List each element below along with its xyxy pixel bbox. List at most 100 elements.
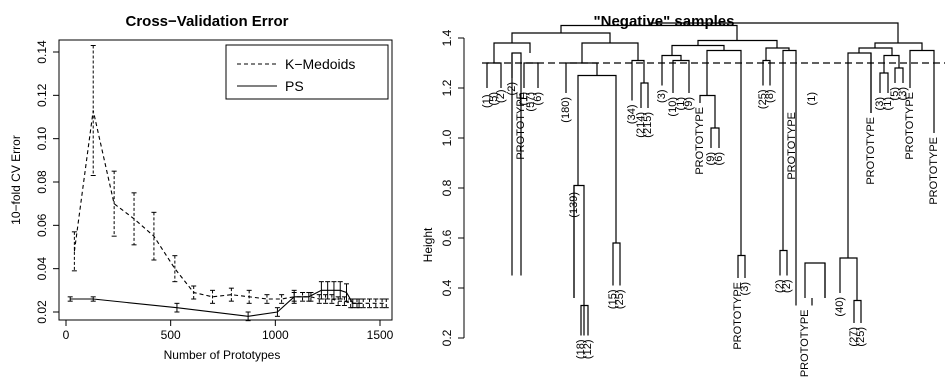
series-kmedoids-errorbar bbox=[151, 211, 157, 261]
dendrogram-merge bbox=[894, 67, 904, 83]
cv-y-axis-label: 10−fold CV Error bbox=[9, 135, 23, 225]
cv-y-axis: 0.02 0.04 0.06 0.08 0.10 0.12 0.14 bbox=[35, 40, 59, 324]
cv-x-tick-label: 0 bbox=[63, 328, 70, 342]
series-ps-errorbar bbox=[67, 296, 73, 302]
dendrogram-leaf-label: (3) bbox=[874, 97, 886, 110]
dendrogram-leaf-label: (180) bbox=[560, 97, 572, 123]
dendrogram-leaf-label: (9) bbox=[705, 152, 717, 165]
dendrogram-merge bbox=[883, 54, 900, 73]
dendrogram-leaf-labels: (1)(5)(2)(2)PROTOTYPE(1)(57)(6) (180)(139… bbox=[481, 82, 940, 377]
cv-y-tick-label: 0.04 bbox=[35, 257, 49, 281]
dendrogram-leaf-label: (5) bbox=[889, 87, 901, 100]
dendrogram-leaf-label: (10) bbox=[667, 97, 679, 117]
dendrogram-merge bbox=[581, 42, 639, 63]
dendrogram-leaf-label: PROTOTYPE bbox=[694, 107, 706, 175]
dendrogram-merge bbox=[511, 32, 611, 43]
cv-series bbox=[67, 45, 389, 322]
dendrogram-leaf-label: (3) bbox=[739, 282, 751, 295]
dendrogram-leaf-label: (6) bbox=[713, 152, 725, 165]
dendrogram-y-tick-label: 0.2 bbox=[440, 329, 454, 346]
series-kmedoids-errorbar bbox=[373, 298, 379, 309]
dendrogram-merge bbox=[879, 72, 889, 93]
dendrogram-leaf-label: (25) bbox=[855, 327, 867, 347]
series-ps-errorbar bbox=[331, 281, 337, 300]
dendrogram-merge bbox=[486, 62, 502, 88]
dendrogram-leaf-label: (215) bbox=[642, 112, 654, 138]
series-ps-errorbar bbox=[325, 281, 331, 300]
dendrogram-leaf-label: (139) bbox=[568, 192, 580, 218]
series-ps-errorbar bbox=[356, 298, 362, 309]
cv-y-tick-label: 0.02 bbox=[35, 300, 49, 324]
dendrogram-merge bbox=[737, 254, 746, 278]
dendrogram-merge bbox=[672, 59, 690, 93]
series-kmedoids-errorbar bbox=[360, 298, 366, 309]
dendrogram-leaf-label: (9) bbox=[683, 97, 695, 110]
dendrogram-leaf-label: PROTOTYPE bbox=[865, 117, 877, 185]
dendrogram-merge bbox=[697, 39, 778, 48]
dendrogram-merge bbox=[779, 249, 788, 276]
cv-x-axis: 0 500 1000 1500 bbox=[63, 320, 394, 342]
dendrogram-leaf-label: PROTOTYPE bbox=[928, 137, 940, 205]
dendrogram-chart: "Negative" samples 0.2 0.4 0.6 0.8 1.0 1.2 1.4… bbox=[421, 13, 945, 377]
series-ps-errorbar bbox=[344, 283, 350, 302]
dendrogram-leaf-label: (1) bbox=[518, 92, 530, 105]
dendrogram-leaf-label: (2) bbox=[781, 280, 793, 293]
series-kmedoids-errorbar bbox=[300, 292, 306, 302]
cv-x-axis-label: Number of Prototypes bbox=[164, 348, 281, 362]
dendrogram-merge bbox=[612, 242, 621, 286]
dendrogram-leaf-label: (6) bbox=[532, 92, 544, 105]
dendrogram-leaf-label: (2) bbox=[506, 82, 518, 95]
series-ps-errorbar bbox=[318, 281, 324, 300]
cv-y-tick-label: 0.14 bbox=[35, 40, 49, 64]
cv-y-tick-label: 0.10 bbox=[35, 127, 49, 151]
series-kmedoids-errorbar bbox=[379, 298, 385, 309]
dendrogram-leaf-label: (1) bbox=[882, 97, 894, 110]
dendrogram-y-tick-label: 0.8 bbox=[440, 179, 454, 196]
dendrogram-leaf-label: (57) bbox=[525, 92, 537, 112]
series-ps-errorbar bbox=[350, 298, 356, 309]
dendrogram-merge bbox=[839, 257, 858, 301]
dendrogram-merge bbox=[648, 22, 899, 43]
dendrogram-leaf-label: PROTOTYPE bbox=[515, 92, 527, 160]
dendrogram-y-tick-label: 1.2 bbox=[440, 79, 454, 96]
dendrogram-leaf-label: (15) bbox=[607, 290, 619, 310]
dendrogram-merge bbox=[853, 299, 862, 323]
dendrogram-leaf-label: (1) bbox=[675, 97, 687, 110]
dendrogram-merge bbox=[858, 47, 893, 56]
series-kmedoids-errorbar bbox=[191, 285, 197, 300]
dendrogram-y-tick-label: 1.4 bbox=[440, 29, 454, 46]
series-kmedoids-errorbar bbox=[172, 255, 178, 283]
dendrogram-merge bbox=[804, 262, 826, 298]
dendrogram-leaf-label: (3) bbox=[656, 90, 668, 103]
dendrogram-leaf-label: (1) bbox=[481, 95, 493, 108]
series-ps-errorbar bbox=[90, 296, 96, 302]
dendrogram-leaf-label: (2) bbox=[774, 280, 786, 293]
series-ps-line bbox=[70, 289, 360, 317]
series-kmedoids-errorbar bbox=[111, 170, 117, 237]
dendrogram-merge bbox=[765, 47, 790, 61]
dendrogram-merge bbox=[511, 52, 522, 276]
dendrogram-y-axis: 0.2 0.4 0.6 0.8 1.0 1.2 1.4 bbox=[440, 29, 465, 346]
dendrogram-leaf-label: (27) bbox=[848, 327, 860, 347]
dendrogram-merge bbox=[523, 62, 539, 88]
cv-legend bbox=[225, 44, 389, 100]
series-ps-errorbar bbox=[337, 281, 343, 300]
dendrogram-leaf-label: PROTOTYPE bbox=[799, 310, 811, 378]
dendrogram-leaf-label: (25) bbox=[757, 90, 769, 110]
dendrogram-leaf-label: PROTOTYPE bbox=[732, 282, 744, 350]
dendrogram-merge bbox=[631, 59, 645, 101]
series-ps-errorbar bbox=[174, 302, 180, 313]
cv-y-tick-label: 0.08 bbox=[35, 170, 49, 194]
cv-chart-title: Cross−Validation Error bbox=[126, 13, 289, 30]
series-ps-errorbar bbox=[245, 311, 251, 322]
series-kmedoids-errorbar bbox=[264, 294, 270, 304]
dendrogram-leaf-label: (3) bbox=[897, 87, 909, 100]
series-kmedoids-errorbar bbox=[246, 289, 252, 304]
dendrogram-leaf-label: PROTOTYPE bbox=[786, 112, 798, 180]
cv-x-tick-label: 500 bbox=[161, 328, 181, 342]
series-kmedoids-errorbar bbox=[210, 289, 216, 304]
dendrogram-merge bbox=[640, 82, 649, 108]
dendrogram-tree bbox=[486, 22, 935, 336]
cv-y-tick-label: 0.12 bbox=[35, 83, 49, 107]
